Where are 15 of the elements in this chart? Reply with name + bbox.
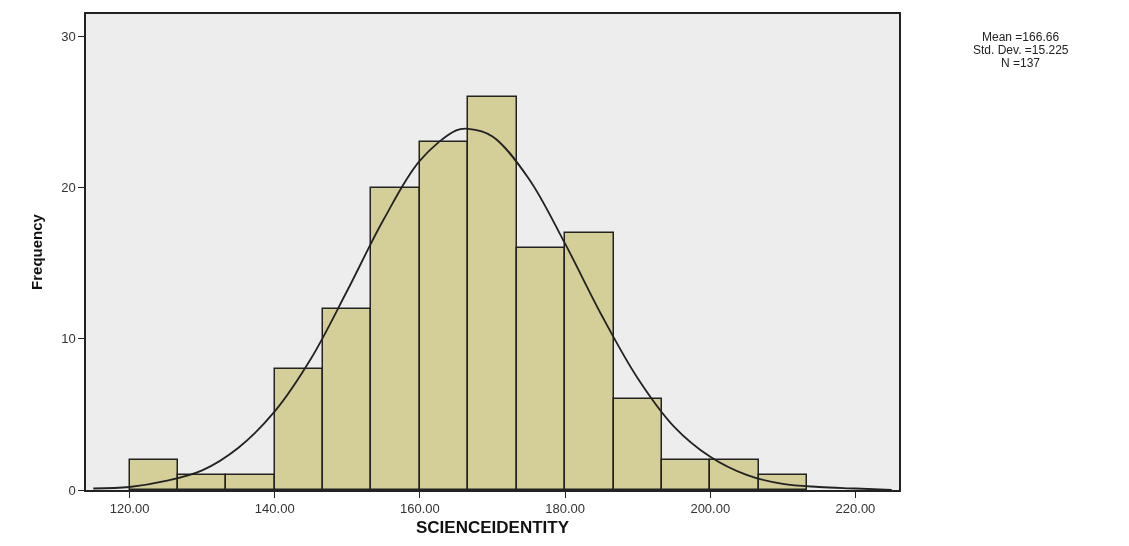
y-tick-label: 0	[68, 482, 76, 498]
x-tick-label: 200.00	[690, 501, 731, 517]
x-tick-label: 220.00	[835, 501, 876, 517]
x-tick-label: 140.00	[254, 501, 295, 517]
x-tick-label: 180.00	[545, 501, 585, 517]
y-axis-title: Frequency	[27, 213, 45, 290]
x-axis-title: SCIENCEIDENTITY	[415, 518, 570, 538]
y-tick-label: 10	[61, 331, 76, 347]
y-tick-label: 30	[61, 29, 76, 45]
text: N =137	[1001, 56, 1041, 70]
text: Mean =166.66	[982, 30, 1060, 44]
x-tick-label: 120.00	[109, 501, 150, 517]
text: Std. Dev. =15.225	[973, 43, 1069, 57]
y-tick-label: 20	[61, 180, 76, 196]
x-tick-label: 160.00	[400, 501, 440, 517]
